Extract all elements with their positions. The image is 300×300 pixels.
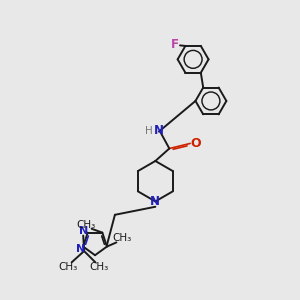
Text: H: H <box>145 126 153 136</box>
Text: CH₃: CH₃ <box>89 262 109 272</box>
Text: N: N <box>154 124 164 137</box>
Text: CH₃: CH₃ <box>76 220 95 230</box>
Text: CH₃: CH₃ <box>58 262 78 272</box>
Text: N: N <box>76 244 86 254</box>
Text: N: N <box>79 226 88 236</box>
Text: F: F <box>171 38 179 51</box>
Text: O: O <box>191 137 201 150</box>
Text: N: N <box>150 195 160 208</box>
Text: CH₃: CH₃ <box>113 233 132 243</box>
